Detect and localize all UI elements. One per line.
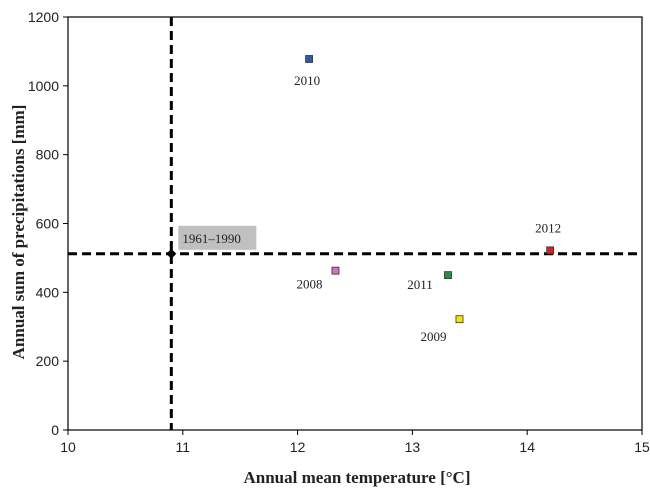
data-point-label: 2012	[535, 220, 561, 235]
data-point-2008	[331, 266, 340, 275]
y-tick-label: 800	[36, 147, 60, 163]
x-tick-label: 10	[60, 439, 76, 455]
y-tick-label: 0	[51, 422, 59, 438]
reference-marker	[166, 248, 177, 259]
x-tick-label: 12	[290, 439, 306, 455]
data-point-label: 2008	[296, 277, 322, 292]
data-point-2009	[455, 315, 464, 324]
data-point-label: 2011	[407, 277, 433, 292]
data-point-2010	[305, 55, 313, 63]
x-axis-title: Annual mean temperature [°C]	[244, 468, 471, 487]
x-tick-label: 11	[176, 439, 191, 455]
y-tick-label: 400	[36, 284, 60, 300]
y-tick-label: 200	[36, 353, 60, 369]
reference-label-box	[178, 225, 257, 250]
y-tick-label: 600	[36, 216, 60, 232]
y-axis-title: Annual sum of precipitations [mm]	[9, 105, 28, 360]
data-point-2011	[444, 271, 452, 280]
data-point-2012	[546, 246, 555, 255]
y-tick-label: 1200	[28, 9, 59, 25]
x-tick-label: 15	[634, 439, 650, 455]
x-tick-label: 13	[405, 439, 421, 455]
y-tick-label: 1000	[28, 78, 59, 94]
data-point-label: 2010	[294, 73, 320, 88]
reference-label: 1961–1990	[182, 231, 241, 246]
x-tick-label: 14	[519, 439, 535, 455]
data-point-label: 2009	[420, 329, 446, 344]
